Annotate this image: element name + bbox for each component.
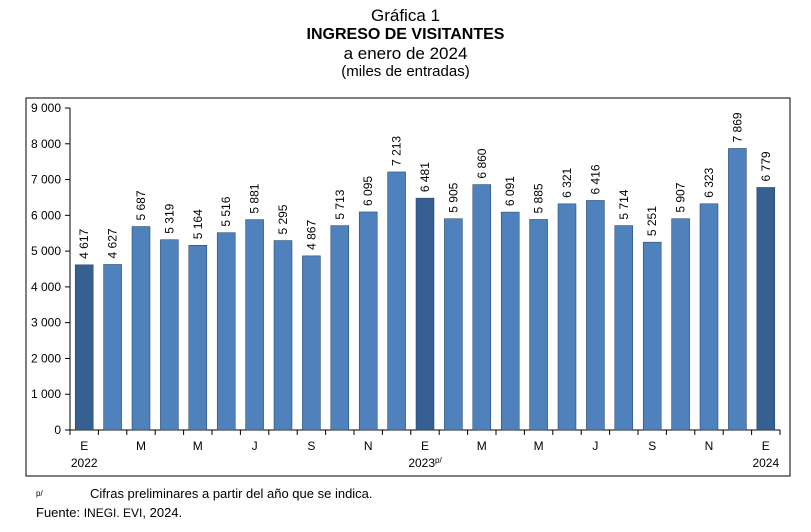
bar-value-label: 6 321 xyxy=(560,167,574,197)
x-tick-label: N xyxy=(364,439,373,453)
year-label: 2023p/ xyxy=(408,456,442,470)
bar xyxy=(415,197,435,431)
bar-value-label: 5 714 xyxy=(617,189,631,219)
chart-label: Gráfica 1 xyxy=(371,6,440,25)
y-tick-label: 3 000 xyxy=(31,316,61,330)
bar xyxy=(472,184,492,431)
bar-value-label: 6 416 xyxy=(588,164,602,194)
bar xyxy=(529,219,548,431)
bar xyxy=(273,240,293,431)
source-label: Fuente: xyxy=(36,505,84,520)
x-tick-label: E xyxy=(421,439,429,453)
bar-value-label: 5 516 xyxy=(219,196,233,226)
x-tick-label: N xyxy=(705,439,714,453)
y-tick-label: 6 000 xyxy=(31,208,61,222)
bar xyxy=(756,187,776,431)
footnotes: p/Cifras preliminares a partir del año q… xyxy=(36,484,373,523)
x-tick-label: M xyxy=(136,439,146,453)
y-tick-label: 4 000 xyxy=(31,280,61,294)
chart-header: Gráfica 1 INGRESO DE VISITANTES a enero … xyxy=(0,6,811,81)
bar xyxy=(330,225,350,431)
bar xyxy=(500,211,520,431)
y-tick-label: 2 000 xyxy=(31,351,61,365)
chart-frame xyxy=(25,97,791,477)
x-tick-label: M xyxy=(477,439,487,453)
x-tick-label: J xyxy=(592,439,598,453)
chart-subtitle: a enero de 2024 xyxy=(343,43,468,63)
bar xyxy=(614,225,634,431)
bar-value-label: 6 779 xyxy=(759,151,773,181)
bar-value-label: 4 617 xyxy=(77,228,91,258)
y-tick-label: 7 000 xyxy=(31,173,61,187)
y-tick-label: 8 000 xyxy=(31,137,61,151)
x-tick-label: J xyxy=(252,439,258,453)
bar xyxy=(699,203,719,431)
x-tick-label: E xyxy=(762,439,770,453)
bar xyxy=(216,232,236,431)
bar-value-label: 7 869 xyxy=(730,112,744,142)
bar xyxy=(245,219,264,431)
bar xyxy=(160,239,179,431)
bar xyxy=(728,148,747,431)
bar-value-label: 5 881 xyxy=(248,183,262,213)
bar-value-label: 4 867 xyxy=(304,220,318,250)
bar-value-label: 5 885 xyxy=(532,183,546,213)
bar xyxy=(302,255,321,431)
y-tick-label: 1 000 xyxy=(31,387,61,401)
bar-value-label: 5 905 xyxy=(446,182,460,212)
bar xyxy=(557,203,577,431)
x-tick-label: E xyxy=(80,439,88,453)
bar xyxy=(671,218,690,431)
bar-value-label: 5 713 xyxy=(333,189,347,219)
bar-value-label: 5 319 xyxy=(162,203,176,233)
year-superscript: p/ xyxy=(435,456,442,465)
bar xyxy=(188,244,208,431)
bar-value-label: 5 164 xyxy=(191,209,205,239)
y-axis-label: (miles de entradas) xyxy=(341,63,470,81)
bar xyxy=(131,226,151,431)
bar xyxy=(586,200,605,431)
bar-value-label: 6 091 xyxy=(503,176,517,206)
bar-value-label: 5 687 xyxy=(134,190,148,220)
y-tick-label: 5 000 xyxy=(31,244,61,258)
bar-value-label: 5 251 xyxy=(645,206,659,236)
x-tick-label: M xyxy=(534,439,544,453)
bar-value-label: 5 907 xyxy=(674,182,688,212)
footnote-mark: p/ xyxy=(36,489,43,498)
footnote-text: Cifras preliminares a partir del año que… xyxy=(90,486,373,501)
source-year: , 2024. xyxy=(142,505,183,520)
y-tick-label: 9 000 xyxy=(31,101,61,115)
bar xyxy=(642,241,662,431)
bar xyxy=(103,264,122,431)
bar-value-label: 5 295 xyxy=(276,204,290,234)
year-label: 2022 xyxy=(71,456,98,470)
bar-value-label: 6 323 xyxy=(702,167,716,197)
source-name: INEGI. EVI xyxy=(83,506,143,520)
bar xyxy=(74,264,94,431)
y-tick-label: 0 xyxy=(54,423,61,437)
bar-value-label: 6 481 xyxy=(418,162,432,192)
x-tick-label: S xyxy=(648,439,656,453)
bar-value-label: 4 627 xyxy=(106,228,120,258)
bar-value-label: 6 095 xyxy=(361,176,375,206)
year-label: 2024 xyxy=(752,456,779,470)
x-tick-label: S xyxy=(307,439,315,453)
bar xyxy=(358,211,378,431)
bar xyxy=(444,218,463,431)
bar-value-label: 6 860 xyxy=(475,148,489,178)
preliminary-note: p/Cifras preliminares a partir del año q… xyxy=(36,484,373,503)
bar-value-label: 7 213 xyxy=(390,136,404,166)
chart-title: INGRESO DE VISITANTES xyxy=(306,25,505,43)
bar xyxy=(387,171,406,431)
x-tick-label: M xyxy=(193,439,203,453)
source-note: Fuente: INEGI. EVI, 2024. xyxy=(36,503,373,523)
